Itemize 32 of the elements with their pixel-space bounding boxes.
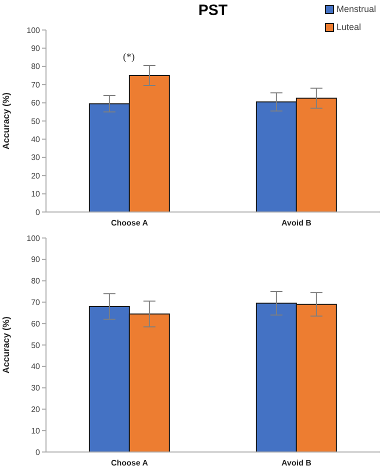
y-tick-label: 50: [31, 116, 41, 126]
y-tick-label: 70: [31, 298, 41, 308]
x-tick-label: Choose A: [110, 218, 148, 228]
y-tick-label: 20: [31, 171, 41, 180]
y-tick-label: 70: [31, 80, 41, 90]
y-tick-label: 0: [36, 208, 41, 217]
y-tick-label: 40: [31, 135, 41, 144]
y-tick-label: 100: [26, 234, 41, 243]
y-tick-label: 40: [31, 362, 41, 372]
x-tick-label: Choose A: [110, 458, 148, 468]
y-tick-label: 10: [31, 190, 41, 199]
y-tick-label: 100: [26, 26, 41, 35]
y-tick-label: 80: [31, 62, 41, 72]
y-tick-label: 30: [31, 384, 41, 393]
legend-label: Luteal: [336, 22, 362, 32]
y-tick-label: 0: [36, 448, 41, 457]
y-axis-title: Accuracy (%): [1, 92, 12, 150]
legend-label: Menstrual: [336, 4, 376, 14]
y-tick-label: 20: [31, 405, 41, 414]
y-tick-label: 90: [31, 255, 41, 264]
y-tick-label: 80: [31, 276, 41, 286]
chart-title: PST: [198, 2, 228, 19]
y-tick-label: 90: [31, 44, 41, 54]
x-tick-label: Avoid B: [282, 218, 312, 228]
y-tick-label: 60: [31, 319, 41, 328]
y-tick-label: 10: [31, 426, 41, 436]
annotation: (*): [123, 52, 135, 63]
y-axis-title: Accuracy (%): [1, 316, 12, 374]
y-tick-label: 60: [31, 98, 41, 108]
x-tick-label: Avoid B: [282, 458, 312, 468]
y-tick-label: 50: [31, 340, 41, 350]
y-tick-label: 30: [31, 153, 41, 162]
